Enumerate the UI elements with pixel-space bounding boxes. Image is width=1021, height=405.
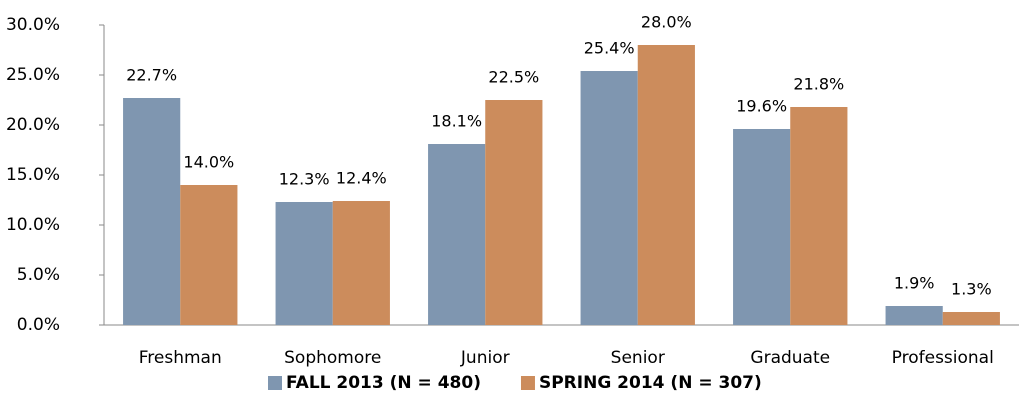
value-label: 21.8%: [793, 75, 844, 94]
bar: [637, 45, 695, 325]
y-tick-label: 15.0%: [6, 165, 60, 185]
x-tick-label: Professional: [892, 348, 994, 368]
x-tick-label: Senior: [611, 348, 665, 368]
value-label: 22.5%: [488, 68, 539, 87]
x-tick-label: Sophomore: [284, 348, 381, 368]
value-label: 19.6%: [736, 97, 787, 116]
value-label: 1.3%: [951, 280, 992, 299]
y-tick-label: 5.0%: [17, 265, 60, 285]
x-tick-label: Freshman: [139, 348, 222, 368]
bar: [942, 312, 1000, 325]
y-tick-label: 25.0%: [6, 65, 60, 85]
bar: [123, 98, 181, 325]
legend-swatch: [268, 376, 282, 390]
legend-swatch: [520, 376, 535, 390]
x-tick-label: Graduate: [750, 348, 830, 368]
bar: [428, 144, 486, 325]
bar: [180, 185, 238, 325]
bar: [580, 71, 638, 325]
bar: [790, 107, 848, 325]
value-label: 28.0%: [641, 13, 692, 32]
legend-label: SPRING 2014 (N = 307): [539, 373, 762, 393]
y-tick-label: 20.0%: [6, 115, 60, 135]
bar: [885, 306, 943, 325]
y-tick-label: 10.0%: [6, 215, 60, 235]
value-label: 18.1%: [431, 112, 482, 131]
legend-label: FALL 2013 (N = 480): [286, 373, 481, 393]
value-label: 25.4%: [584, 39, 635, 58]
bar: [332, 201, 390, 325]
value-label: 12.3%: [279, 170, 330, 189]
y-tick-label: 0.0%: [17, 315, 60, 335]
bar: [485, 100, 543, 325]
bar: [275, 202, 333, 325]
value-label: 1.9%: [894, 274, 935, 293]
value-label: 12.4%: [336, 169, 387, 188]
x-tick-label: Junior: [460, 348, 510, 368]
bar: [733, 129, 791, 325]
value-label: 14.0%: [183, 153, 234, 172]
y-tick-label: 30.0%: [6, 15, 60, 35]
value-label: 22.7%: [126, 66, 177, 85]
